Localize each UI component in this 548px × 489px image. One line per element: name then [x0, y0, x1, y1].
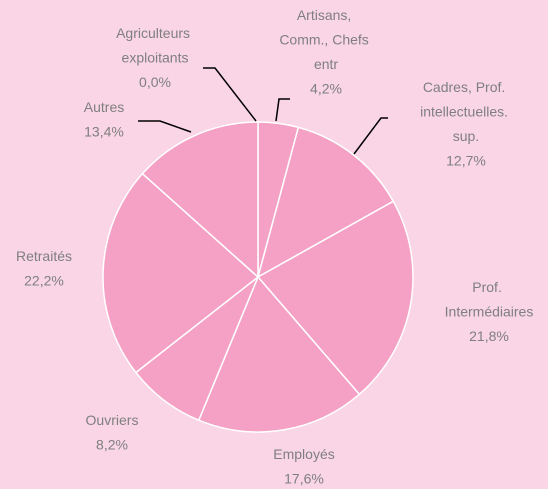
category-label: Agriculteurs exploitants — [116, 25, 194, 66]
pie-slice — [102, 172, 260, 374]
value-label: 0,0% — [139, 74, 171, 90]
pie-slice — [256, 200, 414, 396]
leader-line — [275, 98, 290, 122]
value-label: 8,2% — [96, 437, 128, 453]
category-label: Employés — [273, 446, 334, 462]
value-label: 21,8% — [469, 328, 509, 344]
value-label: 13,4% — [84, 124, 124, 140]
value-label: 4,2% — [310, 81, 342, 97]
category-label: Cadres, Prof. intellectuelles. sup. — [420, 79, 512, 144]
category-label: Autres — [84, 99, 124, 115]
value-label: 12,7% — [446, 153, 486, 169]
leader-line — [203, 67, 257, 122]
category-label: Artisans, Comm., Chefs entr — [279, 7, 372, 72]
leader-line — [138, 120, 192, 133]
value-label: 22,2% — [24, 273, 64, 289]
category-label: Prof. Intermédiaires — [445, 279, 534, 320]
pie — [102, 121, 414, 433]
category-label: Ouvriers — [86, 412, 139, 428]
category-label: Retraités — [16, 248, 72, 264]
pie-slice — [141, 121, 259, 279]
value-label: 17,6% — [284, 471, 324, 487]
pie-slice — [197, 275, 361, 433]
pie-slice — [256, 126, 395, 279]
leader-line — [353, 117, 388, 155]
